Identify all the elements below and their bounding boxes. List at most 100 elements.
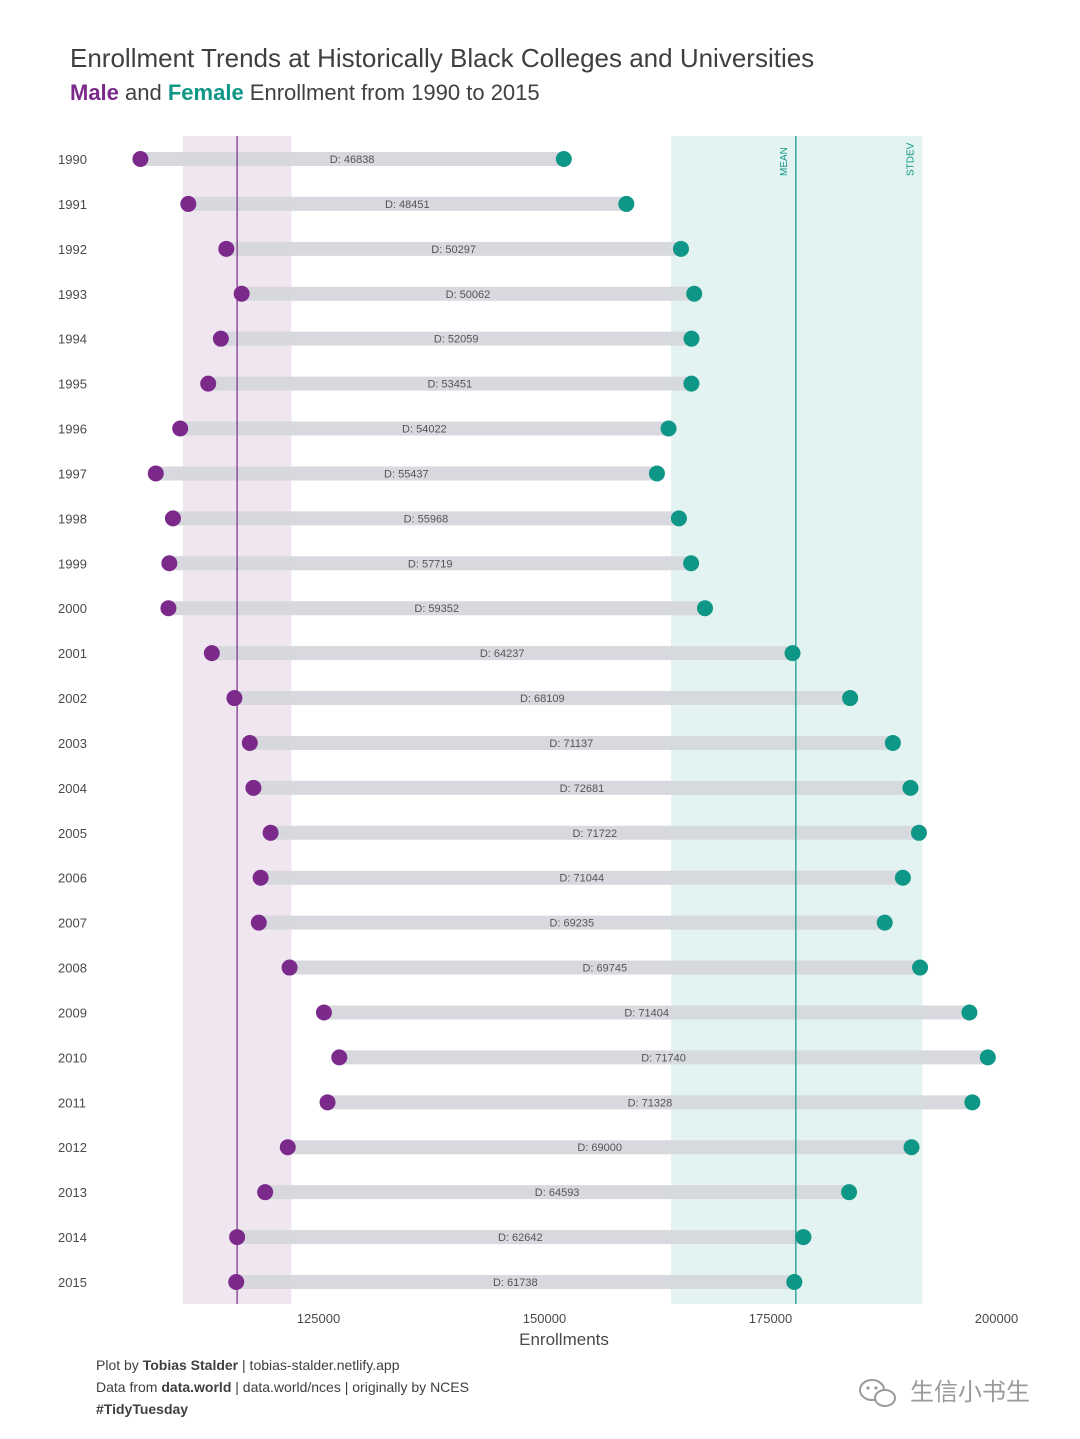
year-label: 2014 [58, 1230, 87, 1245]
male-point [147, 465, 164, 482]
difference-label: D: 68109 [520, 693, 565, 705]
female-point [786, 1274, 803, 1290]
wechat-icon [859, 1379, 896, 1407]
difference-label: D: 61738 [493, 1277, 538, 1289]
year-label: 1994 [58, 332, 87, 347]
year-label: 2006 [58, 871, 87, 886]
female-point [670, 510, 687, 527]
female-point [841, 1184, 858, 1201]
female-point [964, 1094, 981, 1111]
female-point [795, 1229, 812, 1246]
male-point [233, 285, 250, 302]
female-point [842, 690, 859, 707]
caption-data-bold: data.world [161, 1379, 231, 1395]
year-label: 1998 [58, 511, 87, 526]
male-point [257, 1184, 274, 1201]
difference-label: D: 55968 [404, 513, 449, 525]
year-label: 2008 [58, 961, 87, 976]
male-point [172, 420, 189, 437]
year-label: 1995 [58, 377, 87, 392]
male-point [241, 734, 258, 751]
female-point [683, 375, 700, 392]
male-point [252, 869, 269, 886]
male-point [132, 151, 149, 167]
male-point [245, 779, 262, 796]
year-label: 2009 [58, 1005, 87, 1020]
difference-label: D: 48451 [385, 199, 430, 211]
male-point [229, 1229, 246, 1246]
year-axis-labels: 1990 1991 1992 1993 1994 1995 1996 1997 1998 1999… [58, 152, 87, 1290]
female-point [683, 555, 700, 572]
year-label: 1993 [58, 287, 87, 302]
caption-data-source: Data from data.world | data.world/nces |… [96, 1379, 469, 1395]
female-point [876, 914, 893, 931]
difference-label: D: 55437 [384, 468, 429, 480]
year-label: 1992 [58, 242, 87, 257]
difference-label: D: 50297 [431, 244, 476, 256]
female-stdev-band [671, 136, 923, 1304]
dumbbell-bars [140, 152, 988, 1289]
caption-credit-site: | tobias-stalder.netlify.app [238, 1357, 400, 1373]
female-point [979, 1049, 996, 1066]
year-label: 2004 [58, 781, 87, 796]
difference-label: D: 71044 [559, 873, 604, 885]
male-point [226, 690, 243, 707]
year-label: 2005 [58, 826, 87, 841]
year-label: 2011 [58, 1095, 86, 1110]
difference-label: D: 52059 [434, 334, 479, 346]
male-point [319, 1094, 336, 1111]
female-point [683, 330, 700, 347]
male-point [281, 959, 298, 976]
caption-credit-prefix: Plot by [96, 1357, 143, 1373]
year-label: 1999 [58, 556, 87, 571]
female-stdev-label: STDEV [905, 142, 916, 176]
caption-hashtag: #TidyTuesday [96, 1401, 188, 1417]
female-point [648, 465, 665, 482]
male-point [315, 1004, 332, 1021]
female-point [884, 734, 901, 751]
year-label: 2015 [58, 1275, 87, 1290]
male-point [218, 240, 235, 257]
caption-data-rest: | data.world/nces | originally by NCES [231, 1379, 469, 1395]
female-point [903, 1139, 920, 1156]
caption-author: Tobias Stalder [143, 1357, 239, 1373]
year-label: 2001 [58, 646, 87, 661]
year-label: 1996 [58, 422, 87, 437]
male-point [250, 914, 267, 931]
dumbbell-points [132, 151, 996, 1290]
year-label: 2012 [58, 1140, 87, 1155]
female-point [618, 195, 635, 212]
male-point [203, 645, 220, 662]
caption-credit: Plot by Tobias Stalder | tobias-stalder.… [96, 1357, 400, 1373]
male-point [164, 510, 181, 527]
difference-label: D: 54022 [402, 424, 447, 436]
difference-label: D: 46838 [330, 154, 375, 166]
stdev-bands: MEAN STDEV [182, 136, 923, 1304]
x-tick-label: 125000 [297, 1311, 340, 1326]
female-point [660, 420, 677, 437]
female-point [912, 959, 929, 976]
difference-label: D: 71722 [572, 828, 617, 840]
difference-label: D: 59352 [414, 603, 459, 615]
difference-label: D: 64593 [535, 1187, 580, 1199]
x-tick-label: 150000 [523, 1311, 566, 1326]
caption-data-prefix: Data from [96, 1379, 161, 1395]
difference-labels: D: 46838 D: 48451 D: 50297 D: 50062 D: 52059… [330, 154, 686, 1289]
difference-label: D: 64237 [480, 648, 525, 660]
difference-label: D: 71404 [624, 1007, 669, 1019]
male-point [161, 555, 178, 572]
x-tick-label: 200000 [975, 1311, 1018, 1326]
year-label: 2010 [58, 1050, 87, 1065]
difference-label: D: 71137 [549, 738, 593, 750]
year-label: 1990 [58, 152, 87, 167]
male-point [180, 195, 197, 212]
difference-label: D: 69745 [582, 963, 627, 975]
year-label: 2003 [58, 736, 87, 751]
year-label: 2000 [58, 601, 87, 616]
female-point [696, 600, 713, 617]
subtitle-rest: Enrollment from 1990 to 2015 [244, 80, 540, 105]
female-point [672, 240, 689, 257]
chart-subtitle: Male and Female Enrollment from 1990 to … [70, 80, 540, 105]
female-point [961, 1004, 978, 1021]
